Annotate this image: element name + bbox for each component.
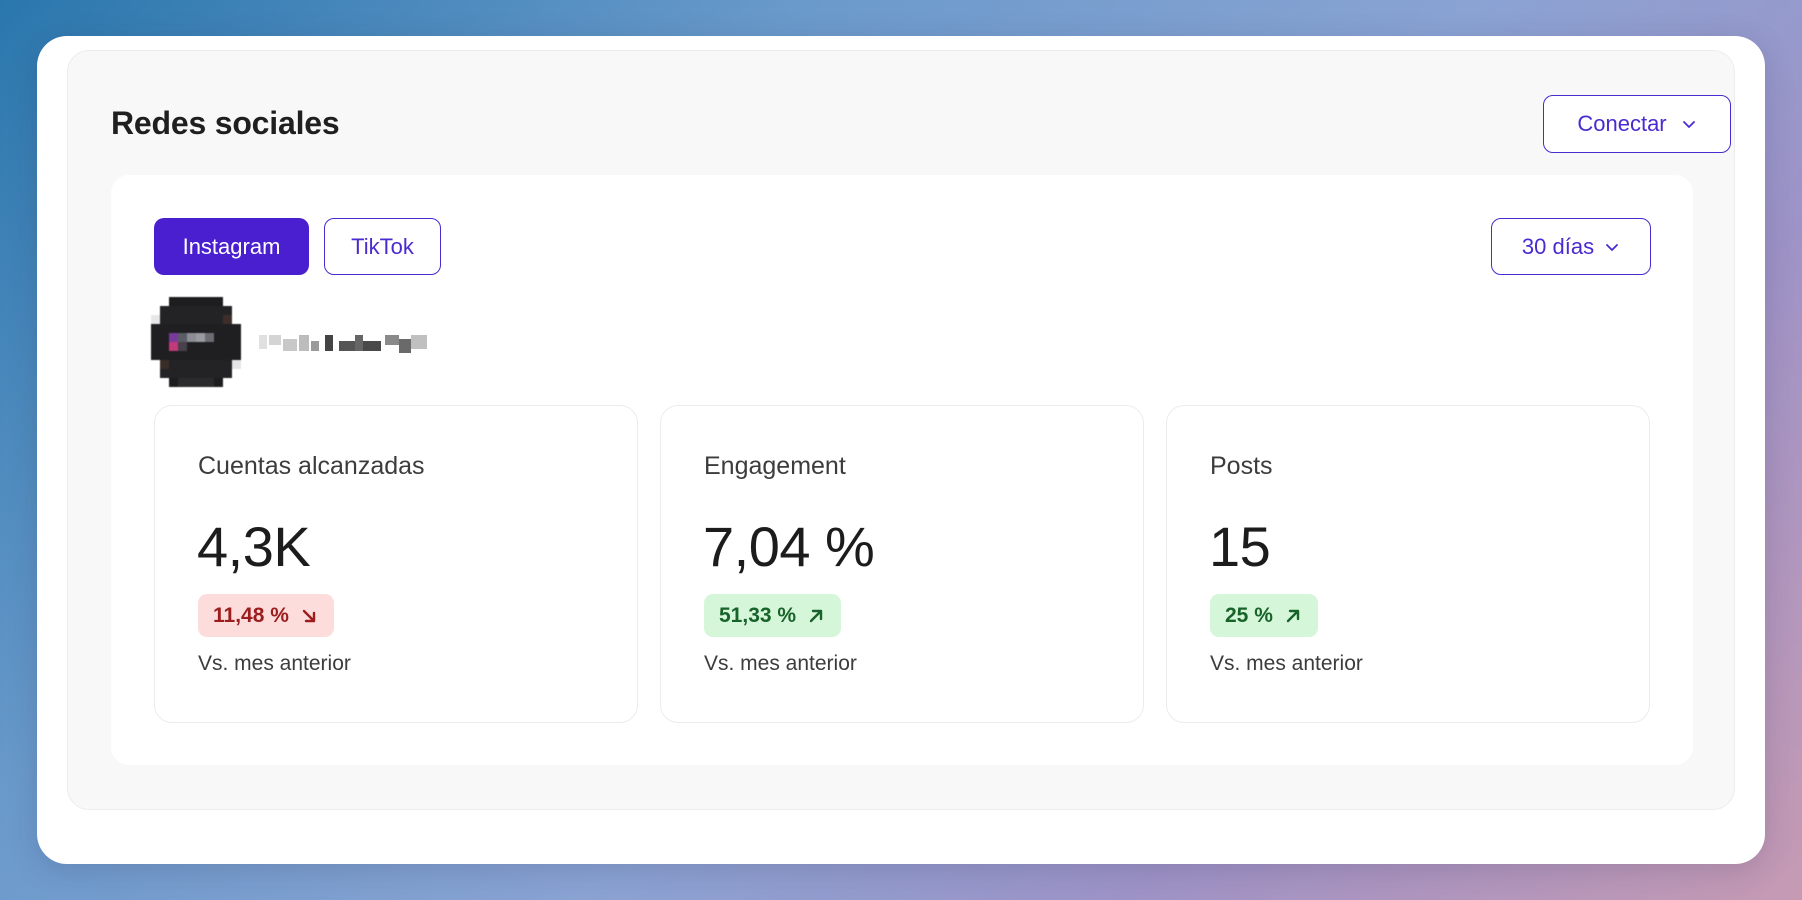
metric-value: 4,3K: [197, 515, 311, 578]
page-title: Redes sociales: [111, 105, 340, 141]
date-range-label: 30 días: [1521, 233, 1595, 259]
metric-comparison: Vs. mes anterior: [1210, 652, 1363, 675]
metric-value: 15: [1209, 515, 1271, 578]
avatar: [151, 297, 241, 387]
metric-label: Cuentas alcanzadas: [198, 452, 425, 480]
arrow-up-right-icon: [1286, 609, 1300, 622]
trend-badge: 11,48 %: [198, 594, 334, 637]
connect-dropdown-button[interactable]: Conectar: [1543, 95, 1731, 153]
metric-label: Posts: [1210, 452, 1273, 480]
social-stats-card: Instagram TikTok 30 días: [111, 175, 1693, 765]
metric-label: Engagement: [704, 452, 846, 480]
arrow-up-right-icon: [809, 609, 823, 622]
trend-badge: 25 %: [1210, 594, 1318, 637]
metric-card-posts: Posts 15 25 % Vs. mes anterior: [1166, 405, 1650, 723]
trend-change: 51,33 %: [719, 603, 797, 627]
metric-comparison: Vs. mes anterior: [704, 652, 857, 675]
chevron-down-icon: [1606, 243, 1618, 251]
metric-card-reach: Cuentas alcanzadas 4,3K 11,48 % Vs. mes …: [154, 405, 638, 723]
metric-comparison: Vs. mes anterior: [198, 652, 351, 675]
date-range-dropdown[interactable]: 30 días: [1491, 218, 1651, 275]
social-networks-panel: Redes sociales Conectar Instagram TikTok…: [67, 50, 1735, 810]
tab-tiktok[interactable]: TikTok: [324, 218, 441, 275]
arrow-down-right-icon: [302, 609, 316, 622]
trend-change: 25 %: [1225, 603, 1273, 627]
trend-badge: 51,33 %: [704, 594, 842, 637]
account-handle-blurred: [259, 335, 427, 353]
metric-card-engagement: Engagement 7,04 % 51,33 % Vs. mes anteri…: [660, 405, 1144, 723]
metric-value: 7,04 %: [703, 515, 875, 578]
tab-label: Instagram: [182, 233, 281, 259]
tab-label: TikTok: [351, 233, 414, 259]
connect-label: Conectar: [1577, 111, 1667, 136]
chevron-down-icon: [1682, 121, 1695, 128]
trend-change: 11,48 %: [213, 603, 289, 627]
tab-instagram[interactable]: Instagram: [154, 218, 309, 275]
account-info: [151, 297, 429, 387]
app-window: Redes sociales Conectar Instagram TikTok…: [37, 36, 1765, 864]
